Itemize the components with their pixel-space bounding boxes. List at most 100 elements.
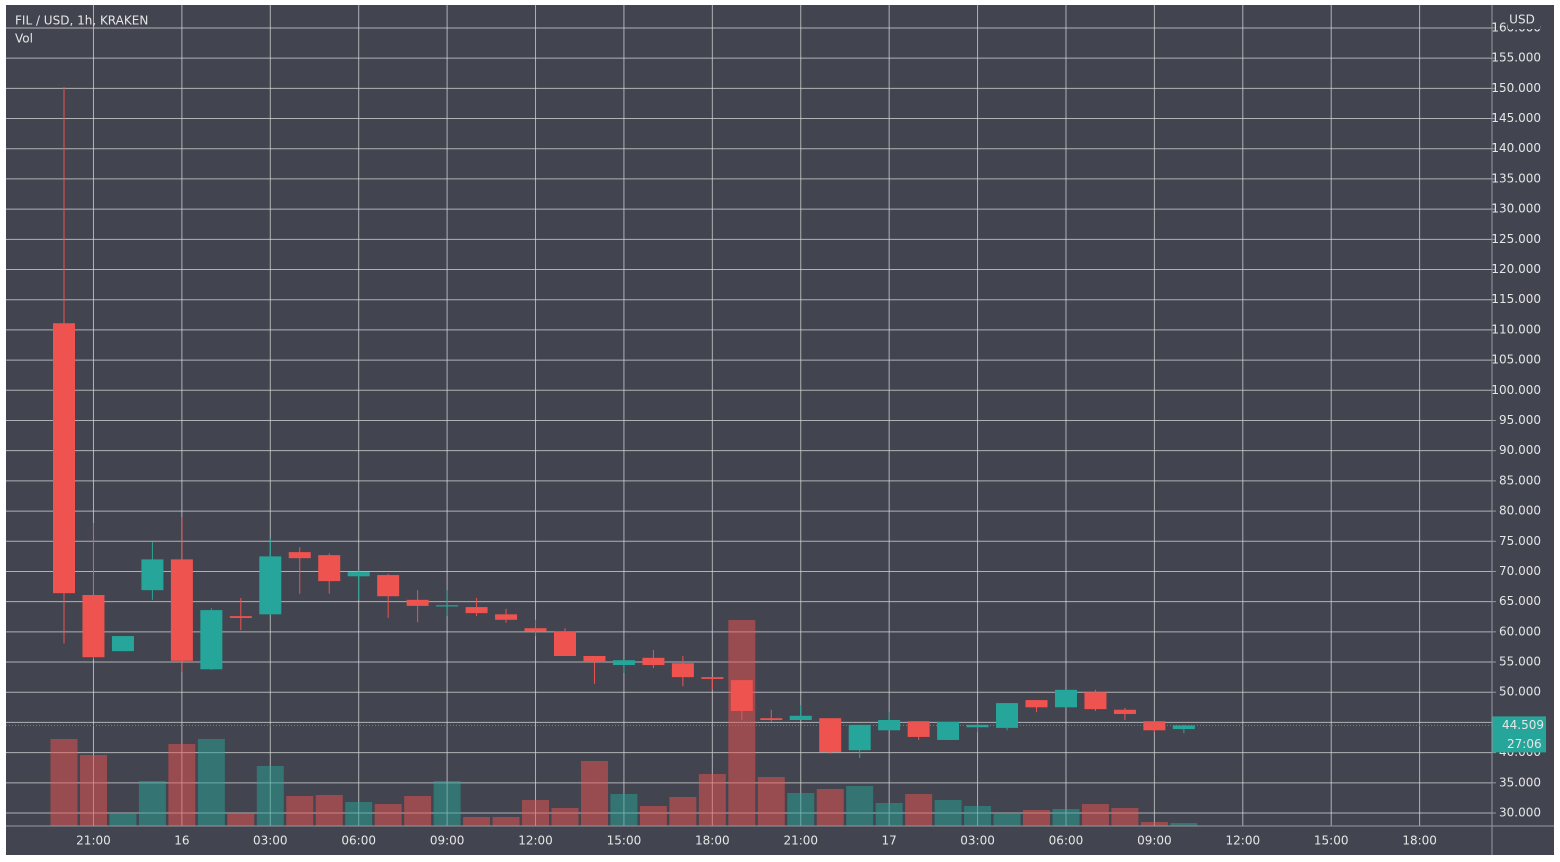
candle-body	[848, 724, 871, 751]
currency-box	[1508, 11, 1540, 29]
candle-body	[406, 599, 429, 606]
y-tick-label: 85.000	[1499, 473, 1541, 487]
y-tick-label: 125.000	[1491, 232, 1541, 246]
candle-body	[82, 595, 105, 658]
volume-bar	[669, 797, 697, 826]
y-tick-label: 115.000	[1491, 292, 1541, 306]
candle-body	[819, 718, 842, 753]
candle-body	[612, 660, 635, 666]
volume-bar	[286, 796, 314, 826]
volume-bar	[934, 800, 962, 826]
volume-bar	[168, 744, 196, 826]
volume-bar	[50, 739, 78, 826]
y-tick-label: 30.000	[1499, 806, 1541, 820]
candle-body	[495, 614, 518, 620]
currency-label: USD	[1509, 13, 1535, 27]
y-tick-label: 80.000	[1499, 504, 1541, 518]
volume-bar	[463, 817, 491, 826]
candle-body	[170, 559, 193, 661]
volume-bar	[551, 808, 579, 826]
candle-body	[553, 631, 576, 657]
volume-bar	[580, 761, 608, 826]
candle-body	[789, 715, 812, 721]
candle-body	[701, 677, 724, 679]
y-tick-label: 130.000	[1491, 202, 1541, 216]
volume-label: Vol	[15, 32, 33, 46]
volume-bar	[345, 802, 373, 826]
volume-bar	[197, 739, 225, 826]
candle-body	[377, 575, 400, 597]
candle-body	[1143, 721, 1166, 731]
y-tick-label: 70.000	[1499, 564, 1541, 578]
chart-title: FIL / USD, 1h, KRAKEN	[15, 14, 148, 28]
y-tick-label: 75.000	[1499, 534, 1541, 548]
y-tick-label: 50.000	[1499, 685, 1541, 699]
candle-body	[200, 610, 223, 670]
candle-body	[907, 721, 930, 737]
y-tick-label: 100.000	[1491, 383, 1541, 397]
candle-body	[1025, 700, 1048, 708]
candle-body	[141, 559, 164, 591]
y-tick-label: 155.000	[1491, 51, 1541, 65]
last-price-label: 44.509	[1502, 718, 1544, 732]
volume-bar	[905, 794, 933, 826]
y-tick-label: 95.000	[1499, 413, 1541, 427]
candle-body	[1172, 725, 1195, 730]
candle-body	[288, 552, 311, 559]
background	[6, 5, 1554, 855]
y-tick-label: 65.000	[1499, 594, 1541, 608]
y-tick-label: 105.000	[1491, 353, 1541, 367]
candle-body	[642, 657, 665, 666]
candle-body	[730, 680, 753, 711]
y-tick-label: 35.000	[1499, 775, 1541, 789]
x-tick-label: 03:00	[253, 834, 288, 848]
volume-bar	[1023, 810, 1051, 826]
volume-bar	[1111, 808, 1139, 826]
candle-body	[996, 703, 1019, 728]
y-tick-label: 110.000	[1491, 322, 1541, 336]
candle-body	[1113, 709, 1136, 714]
volume-bar	[492, 817, 520, 826]
candle-body	[259, 556, 282, 615]
x-tick-label: 12:00	[1226, 834, 1261, 848]
y-tick-label: 140.000	[1491, 141, 1541, 155]
x-tick-label: 09:00	[1137, 834, 1172, 848]
volume-bar	[816, 789, 844, 826]
volume-bar	[757, 777, 785, 826]
candle-body	[53, 323, 75, 594]
y-tick-label: 145.000	[1491, 111, 1541, 125]
candle-body	[436, 605, 459, 607]
volume-bar	[1052, 809, 1080, 826]
countdown-label: 27:06	[1507, 737, 1542, 751]
candle-body	[465, 607, 488, 614]
y-tick-label: 55.000	[1499, 655, 1541, 669]
volume-bar	[993, 813, 1021, 826]
volume-bar	[79, 755, 107, 826]
candle-body	[524, 628, 547, 632]
x-tick-label: 16	[174, 834, 189, 848]
candle-body	[966, 724, 989, 728]
volume-bar	[256, 766, 284, 826]
axes: 30.00035.00040.00045.00050.00055.00060.0…	[76, 11, 1546, 848]
x-tick-label: 09:00	[430, 834, 465, 848]
volume-bar	[1081, 804, 1109, 826]
volume-bar	[610, 794, 638, 826]
x-tick-label: 18:00	[695, 834, 730, 848]
volume-bar	[315, 795, 343, 826]
candle-body	[347, 572, 370, 577]
x-tick-label: 15:00	[607, 834, 642, 848]
candle-body	[111, 636, 134, 652]
candle-body	[318, 555, 341, 582]
x-tick-label: 15:00	[1314, 834, 1349, 848]
x-tick-label: 21:00	[76, 834, 111, 848]
y-tick-label: 120.000	[1491, 262, 1541, 276]
candle-body	[760, 718, 783, 721]
x-tick-label: 18:00	[1402, 834, 1437, 848]
volume-bar	[404, 796, 432, 826]
volume-bar	[374, 804, 402, 826]
candle-body	[671, 663, 694, 678]
y-tick-label: 60.000	[1499, 624, 1541, 638]
volume-bar	[787, 793, 815, 826]
volume-bar	[728, 620, 756, 826]
